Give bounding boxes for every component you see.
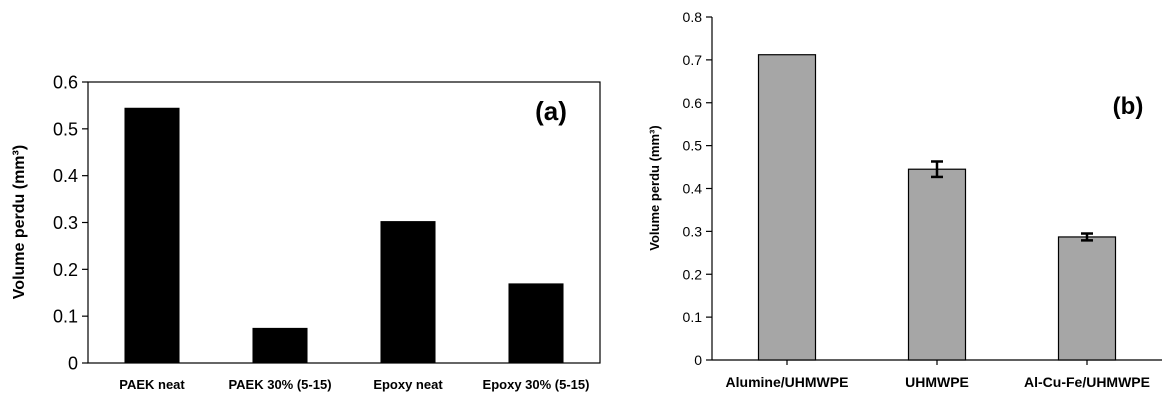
chart-b: 0 0.1 0.2 0.3 0.4 0.5 0.6 0.7 0.8 Alumine/UHMWPE… (647, 9, 1162, 390)
chart-a-bar (380, 221, 436, 363)
chart-a-x-axis: PAEK neat PAEK 30% (5-15) Epoxy neat Epoxy … (119, 377, 589, 392)
chart-b-y-axis-title: Volume perdu (mm³) (647, 125, 662, 250)
chart-a-x-tick-label: Epoxy 30% (5-15) (483, 377, 590, 392)
chart-b-y-tick-label: 0.2 (683, 266, 703, 282)
chart-a-panel-label: (a) (535, 96, 567, 126)
chart-b-panel-label: (b) (1113, 93, 1144, 120)
chart-b-y-tick-label: 0.3 (683, 223, 703, 239)
chart-a-y-axis: 0 0.1 0.2 0.3 0.4 0.5 0.6 (53, 72, 88, 373)
chart-a-y-tick-label: 0.2 (53, 260, 78, 280)
chart-a-x-tick-label: PAEK 30% (5-15) (228, 377, 331, 392)
chart-b-y-tick-label: 0.4 (683, 181, 703, 197)
chart-b-x-axis: Alumine/UHMWPE UHMWPE Al-Cu-Fe/UHMWPE (726, 360, 1150, 390)
chart-b-y-tick-label: 0.7 (683, 52, 703, 68)
chart-a-y-axis-title: Volume perdu (mm³) (11, 145, 28, 299)
chart-b-y-axis: 0 0.1 0.2 0.3 0.4 0.5 0.6 0.7 0.8 (683, 9, 712, 368)
chart-a: 0 0.1 0.2 0.3 0.4 0.5 0.6 PAEK neat PAEK 30% (5… (11, 72, 601, 392)
chart-b-x-tick-label: Alumine/UHMWPE (726, 374, 849, 390)
chart-b-y-tick-label: 0.6 (683, 95, 703, 111)
chart-b-y-tick-label: 0.1 (683, 309, 703, 325)
chart-a-y-tick-label: 0 (68, 353, 78, 373)
chart-b-x-tick-label: Al-Cu-Fe/UHMWPE (1024, 374, 1150, 390)
chart-b-bars (757, 54, 1117, 361)
chart-b-bar (1057, 236, 1117, 361)
chart-a-y-tick-label: 0.3 (53, 213, 78, 233)
chart-a-y-tick-label: 0.6 (53, 72, 78, 92)
chart-b-x-tick-label: UHMWPE (905, 374, 969, 390)
chart-a-bar (124, 107, 180, 363)
chart-b-bar (757, 54, 817, 361)
chart-a-bars (124, 107, 564, 363)
chart-a-y-tick-label: 0.4 (53, 166, 78, 186)
chart-a-y-tick-label: 0.5 (53, 119, 78, 139)
chart-b-y-tick-label: 0.8 (683, 9, 703, 25)
chart-a-bar (508, 283, 564, 363)
chart-b-y-tick-label: 0 (694, 352, 702, 368)
chart-a-bar (252, 327, 308, 363)
chart-a-y-tick-label: 0.1 (53, 307, 78, 327)
chart-b-y-tick-label: 0.5 (683, 138, 703, 154)
chart-a-x-tick-label: Epoxy neat (373, 377, 443, 392)
chart-a-x-tick-label: PAEK neat (119, 377, 185, 392)
chart-b-bar (907, 168, 967, 361)
